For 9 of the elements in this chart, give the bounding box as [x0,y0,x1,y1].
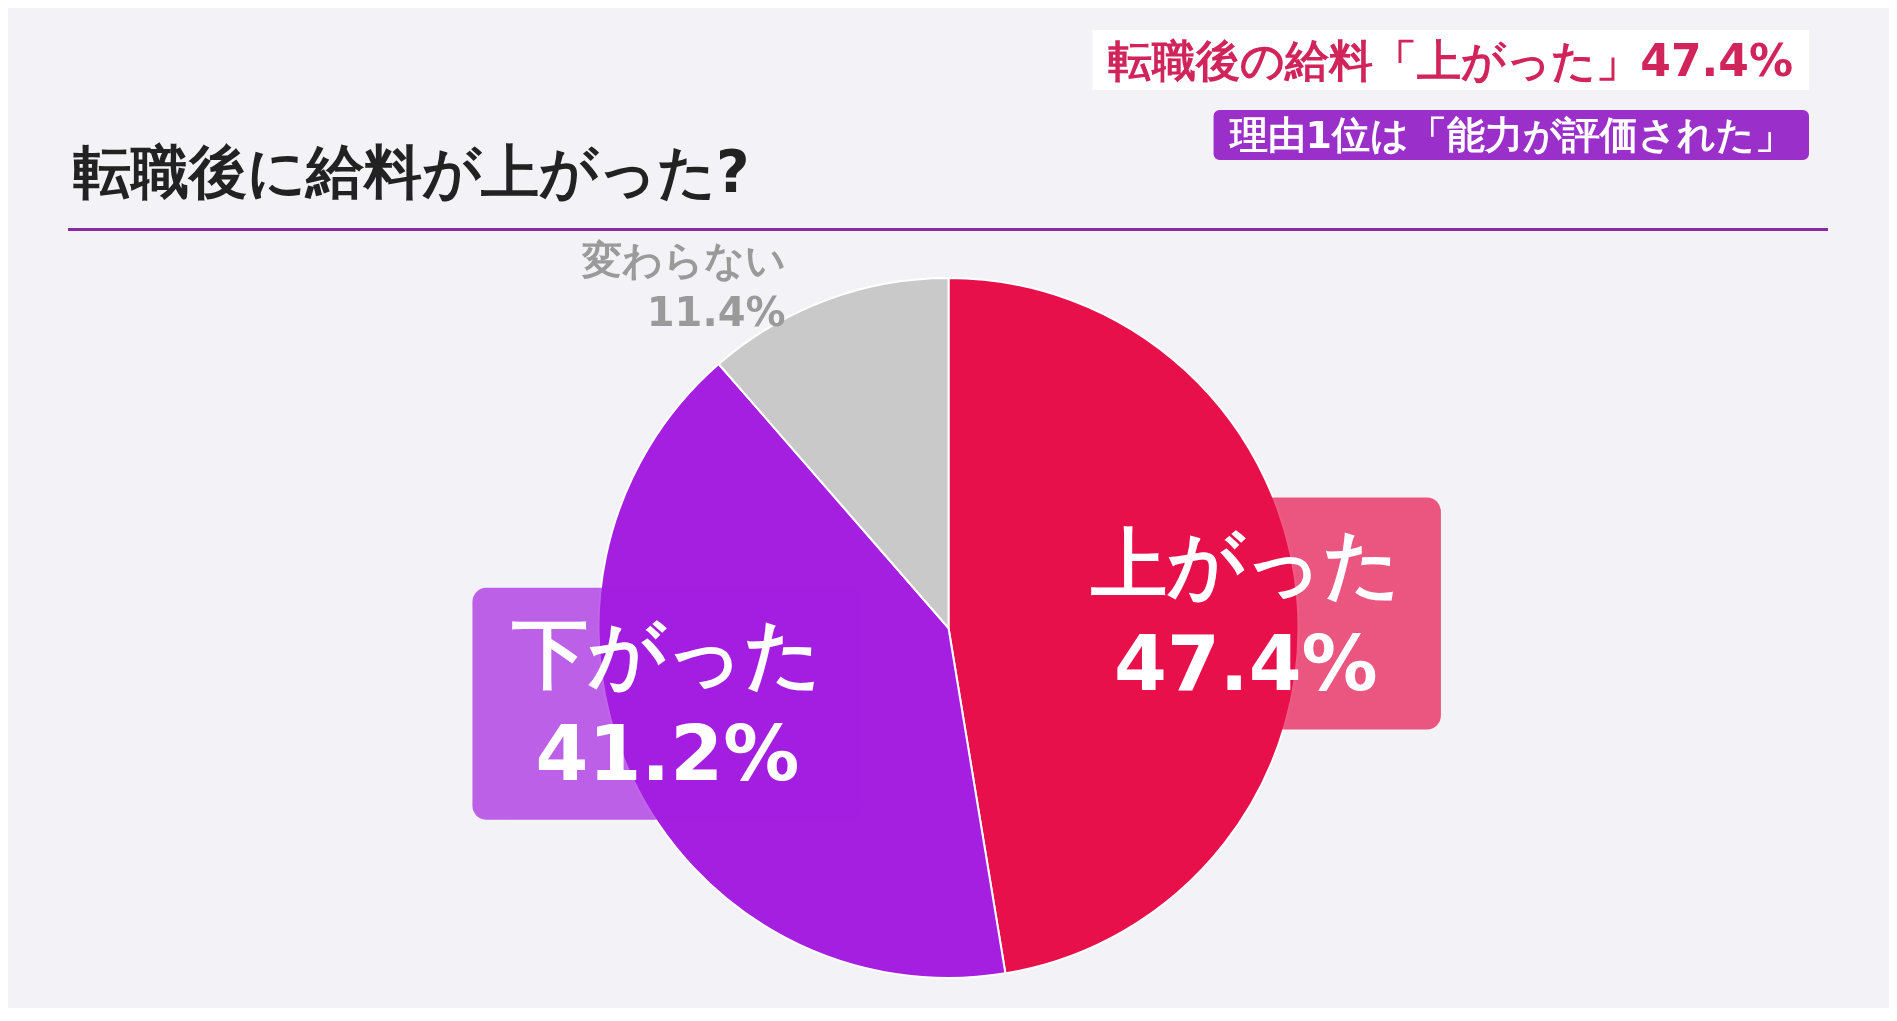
data-label: 47.4% [1114,618,1378,708]
slice-label: 変わらない [580,237,786,284]
data-label: 41.2% [535,709,800,799]
text: 理由1位は「能力が評価された」 [1228,113,1794,157]
chart-title: 転職後に給料が上がった? [73,138,750,206]
data-label: 11.4% [646,289,786,336]
chart-subtitle: 転職後の給料「上がった」47.4% [1108,34,1794,86]
slice-label: 下がった [512,609,823,699]
slice-label: 上がった [1090,518,1401,608]
